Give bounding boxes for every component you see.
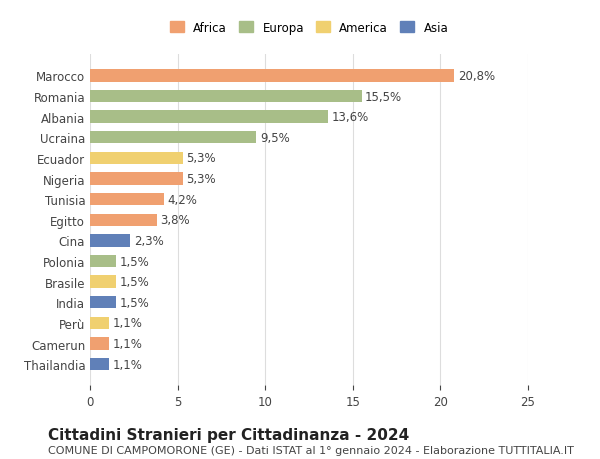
Bar [90,70,454,83]
Text: COMUNE DI CAMPOMORONE (GE) - Dati ISTAT al 1° gennaio 2024 - Elaborazione TUTTIT: COMUNE DI CAMPOMORONE (GE) - Dati ISTAT … [48,445,574,455]
Text: 5,3%: 5,3% [187,173,216,185]
Bar [90,317,109,330]
Text: 1,1%: 1,1% [113,358,143,371]
Text: 4,2%: 4,2% [167,193,197,206]
Bar [90,358,109,370]
Text: 3,8%: 3,8% [160,214,190,227]
Bar [90,173,183,185]
Bar [90,255,116,268]
Legend: Africa, Europa, America, Asia: Africa, Europa, America, Asia [166,18,452,38]
Bar [90,276,116,288]
Text: 1,5%: 1,5% [120,255,149,268]
Bar [90,235,130,247]
Text: 1,5%: 1,5% [120,296,149,309]
Text: 13,6%: 13,6% [332,111,369,124]
Bar [90,194,164,206]
Bar [90,214,157,226]
Text: 9,5%: 9,5% [260,132,290,145]
Text: 2,3%: 2,3% [134,235,164,247]
Bar [90,111,328,123]
Text: 5,3%: 5,3% [187,152,216,165]
Text: 20,8%: 20,8% [458,70,495,83]
Text: Cittadini Stranieri per Cittadinanza - 2024: Cittadini Stranieri per Cittadinanza - 2… [48,427,409,442]
Bar [90,338,109,350]
Text: 1,5%: 1,5% [120,275,149,289]
Text: 15,5%: 15,5% [365,90,402,103]
Text: 1,1%: 1,1% [113,337,143,350]
Bar [90,132,256,144]
Bar [90,152,183,165]
Text: 1,1%: 1,1% [113,317,143,330]
Bar [90,91,362,103]
Bar [90,297,116,309]
